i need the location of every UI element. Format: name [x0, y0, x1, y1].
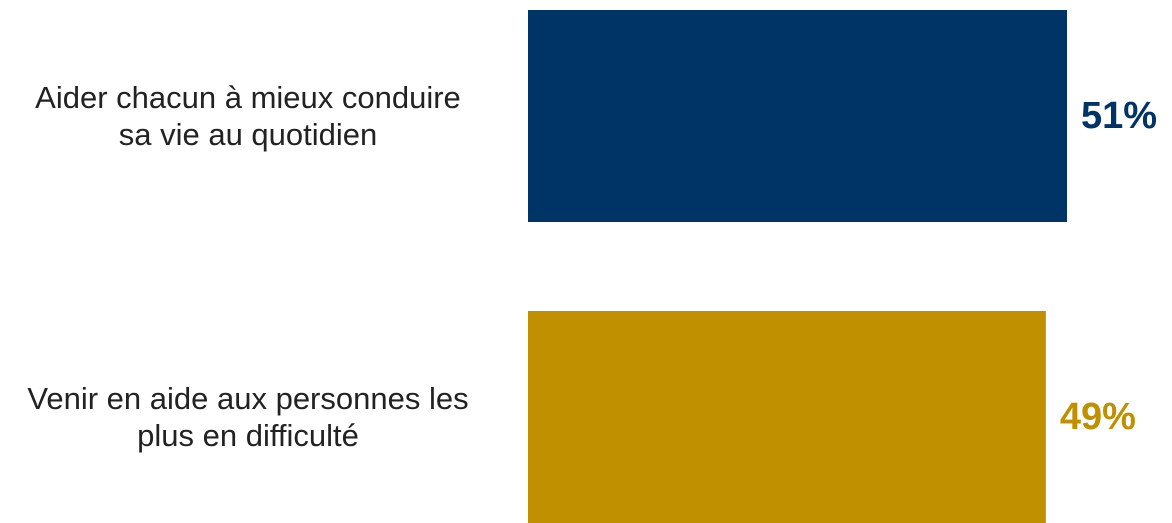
- category-label-1-line-1: Aider chacun à mieux conduire: [35, 80, 461, 115]
- labels-layer: 51% Aider chacun à mieux conduire sa vie a…: [27, 80, 1157, 453]
- category-label-1-line-2: sa vie au quotidien: [119, 117, 378, 152]
- value-label-2: 49%: [1060, 396, 1136, 438]
- category-label-2-line-1: Venir en aide aux personnes les: [27, 381, 468, 416]
- category-label-2: Venir en aide aux personnes les plus en d…: [27, 381, 468, 453]
- bar-1: [528, 10, 1067, 222]
- category-label-2-line-2: plus en difficulté: [137, 418, 359, 453]
- bars-layer: [528, 10, 1067, 523]
- category-label-1: Aider chacun à mieux conduire sa vie au q…: [35, 80, 461, 152]
- value-label-1: 51%: [1081, 95, 1157, 137]
- bar-2: [528, 311, 1046, 523]
